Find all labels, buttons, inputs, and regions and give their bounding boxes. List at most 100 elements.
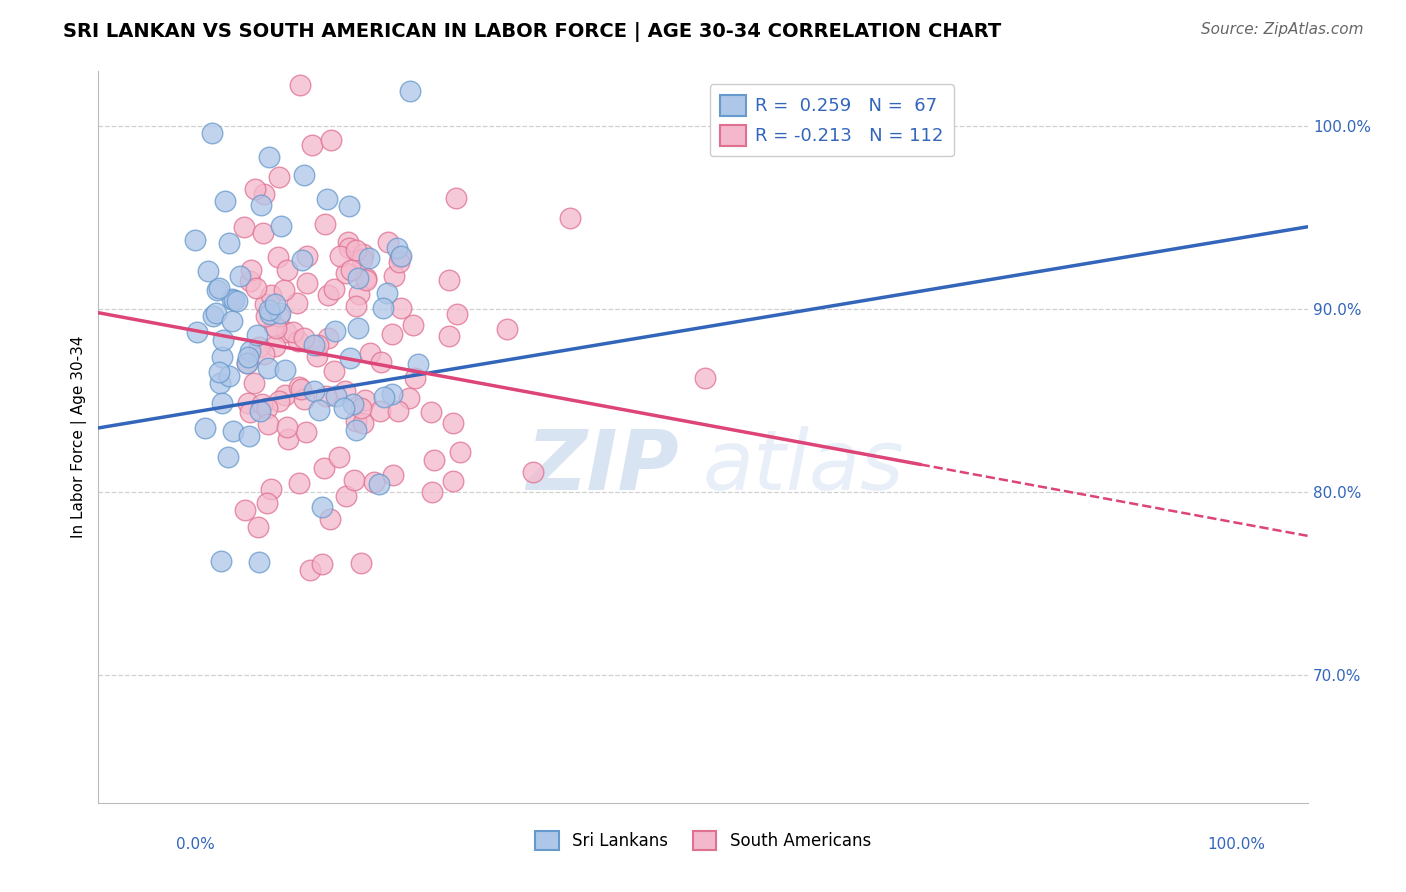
Point xyxy=(377,235,399,249)
Point xyxy=(238,350,260,364)
Point xyxy=(333,384,356,398)
Point xyxy=(208,376,231,391)
Point xyxy=(420,485,443,500)
Point xyxy=(253,347,276,361)
Point xyxy=(439,328,461,343)
Point xyxy=(319,512,342,526)
Point xyxy=(249,198,271,212)
Point xyxy=(291,252,314,267)
Point xyxy=(375,285,398,300)
Point xyxy=(264,297,287,311)
Point xyxy=(247,520,270,534)
Text: atlas: atlas xyxy=(703,425,904,507)
Point xyxy=(522,466,544,480)
Point xyxy=(308,403,330,417)
Point xyxy=(226,294,249,309)
Point xyxy=(211,351,233,365)
Point xyxy=(287,334,309,348)
Point xyxy=(337,199,360,213)
Text: 0.0%: 0.0% xyxy=(176,837,215,852)
Point xyxy=(380,326,402,341)
Point xyxy=(444,191,467,205)
Point xyxy=(347,321,370,335)
Point xyxy=(389,301,412,316)
Point xyxy=(350,556,373,570)
Point xyxy=(344,299,367,313)
Point xyxy=(260,482,283,496)
Point xyxy=(288,380,311,394)
Point xyxy=(404,371,426,385)
Point xyxy=(354,271,377,285)
Point xyxy=(263,339,285,353)
Point xyxy=(314,217,336,231)
Point xyxy=(388,254,411,268)
Point xyxy=(419,405,441,419)
Point xyxy=(339,262,361,277)
Point xyxy=(266,250,288,264)
Point xyxy=(277,432,299,446)
Point xyxy=(441,416,464,430)
Point xyxy=(335,266,357,280)
Point xyxy=(201,309,224,323)
Point xyxy=(335,489,357,503)
Point xyxy=(399,85,422,99)
Point xyxy=(260,288,283,302)
Point xyxy=(302,384,325,399)
Point xyxy=(297,276,319,290)
Point xyxy=(243,182,266,196)
Point xyxy=(363,475,385,490)
Point xyxy=(239,405,262,419)
Point xyxy=(269,169,291,184)
Point xyxy=(273,284,295,298)
Point xyxy=(239,344,262,359)
Point xyxy=(269,306,291,320)
Point xyxy=(274,325,297,339)
Point xyxy=(184,234,207,248)
Point xyxy=(354,273,377,287)
Point xyxy=(316,192,339,206)
Point xyxy=(205,306,228,320)
Point xyxy=(373,390,395,404)
Point xyxy=(229,268,252,283)
Point xyxy=(233,503,256,517)
Point xyxy=(359,251,381,265)
Point xyxy=(323,282,346,296)
Point xyxy=(295,425,318,439)
Point xyxy=(299,563,322,577)
Point xyxy=(253,297,276,311)
Point xyxy=(315,389,337,403)
Point xyxy=(239,262,262,277)
Point xyxy=(311,557,333,571)
Point xyxy=(381,468,404,483)
Point xyxy=(370,355,392,369)
Point xyxy=(398,391,420,405)
Point xyxy=(221,292,243,306)
Point xyxy=(238,428,260,442)
Point xyxy=(389,249,412,263)
Point xyxy=(250,397,273,411)
Text: 100.0%: 100.0% xyxy=(1208,837,1265,852)
Point xyxy=(208,281,231,295)
Point xyxy=(352,252,374,266)
Point xyxy=(256,360,278,375)
Point xyxy=(304,338,326,352)
Point xyxy=(211,396,233,410)
Point xyxy=(307,349,329,363)
Point xyxy=(449,444,471,458)
Point xyxy=(307,337,329,351)
Point xyxy=(344,414,367,428)
Point xyxy=(352,247,374,261)
Point xyxy=(446,307,468,321)
Point xyxy=(292,331,315,345)
Point xyxy=(259,150,281,164)
Point xyxy=(401,318,423,332)
Point xyxy=(344,243,367,257)
Legend: Sri Lankans, South Americans: Sri Lankans, South Americans xyxy=(529,824,877,856)
Point xyxy=(319,133,342,147)
Point xyxy=(218,236,240,251)
Point xyxy=(387,240,409,254)
Point xyxy=(218,369,240,384)
Y-axis label: In Labor Force | Age 30-34: In Labor Force | Age 30-34 xyxy=(72,335,87,539)
Point xyxy=(387,404,409,418)
Point xyxy=(283,325,305,339)
